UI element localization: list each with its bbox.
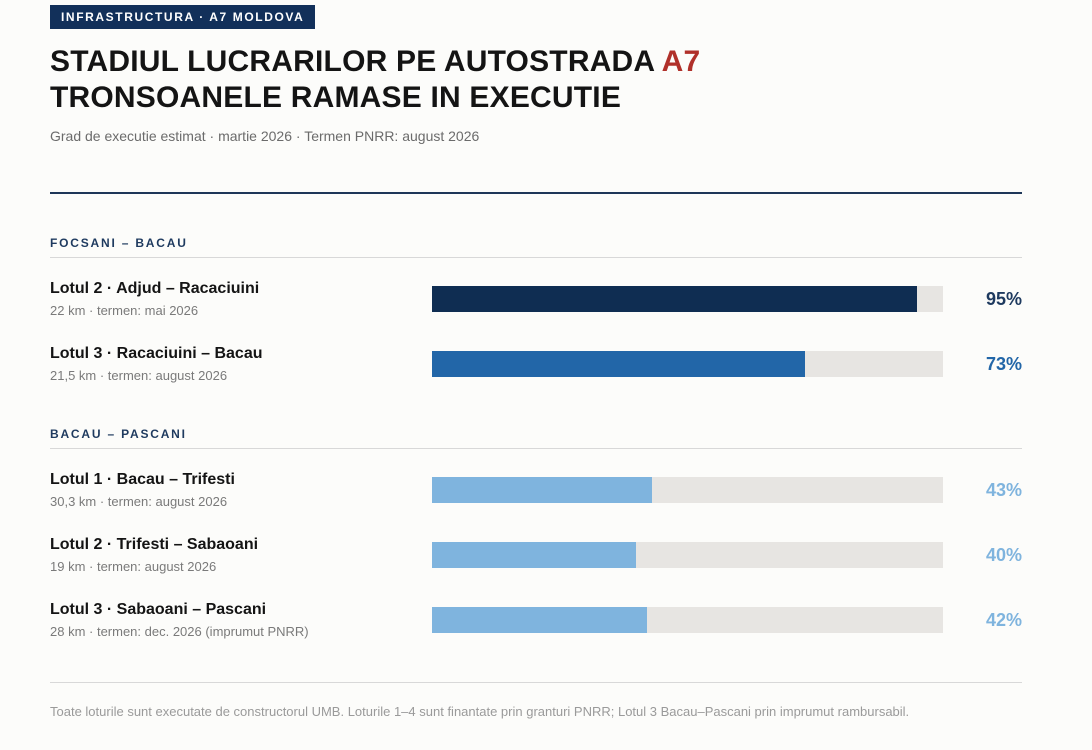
chart-subtitle: Grad de executie estimat · martie 2026 ·…: [50, 128, 480, 144]
bar-track: [432, 477, 943, 503]
bar-label: Lotul 2 · Trifesti – Sabaoani: [50, 536, 259, 553]
bar-track: [432, 542, 943, 568]
bar-label: Lotul 2 · Adjud – Racaciuini: [50, 280, 260, 297]
bar-value-label: 43%: [985, 480, 1022, 500]
title-line2: TRONSOANELE RAMASE IN EXECUTIE: [50, 81, 622, 114]
section-heading-bacau-pascani: BACAU – PASCANI: [50, 427, 1022, 449]
bar-value-label: 42%: [985, 610, 1022, 630]
bar-fill: [432, 286, 918, 312]
title-accent-a7: A7: [661, 45, 701, 78]
category-badge: INFRASTRUCTURA · A7 MOLDOVA: [50, 5, 316, 29]
source-footnote: Toate loturile sunt executate de constru…: [50, 704, 910, 719]
bar-track: [432, 286, 943, 312]
page-title: STADIUL LUCRARILOR PE AUTOSTRADA A7 TRON…: [50, 44, 700, 116]
bar-row: Lotul 2 · Adjud – Racaciuini 22 km · ter…: [50, 280, 1022, 324]
bar-meta: 22 km · termen: mai 2026: [50, 303, 199, 318]
bar-fill: [432, 542, 637, 568]
bar-fill: [432, 607, 647, 633]
bar-value-label: 95%: [985, 289, 1022, 309]
bar-track: [432, 351, 943, 377]
section-heading-focsani-bacau: FOCSANI – BACAU: [50, 236, 1022, 258]
bar-track: [432, 607, 943, 633]
bar-meta: 30,3 km · termen: august 2026: [50, 494, 228, 509]
bar-row: Lotul 1 · Bacau – Trifesti 30,3 km · ter…: [50, 471, 1022, 515]
bar-value-label: 73%: [985, 354, 1022, 374]
bar-meta: 21,5 km · termen: august 2026: [50, 368, 228, 383]
bar-row: Lotul 2 · Trifesti – Sabaoani 19 km · te…: [50, 536, 1022, 580]
bar-fill: [432, 477, 652, 503]
bar-fill: [432, 351, 806, 377]
bar-label: Lotul 3 · Racaciuini – Bacau: [50, 345, 263, 362]
header-divider: [50, 192, 1022, 194]
bar-row: Lotul 3 · Sabaoani – Pascani 28 km · ter…: [50, 601, 1022, 645]
bar-label: Lotul 3 · Sabaoani – Pascani: [50, 601, 267, 618]
bar-label: Lotul 1 · Bacau – Trifesti: [50, 471, 235, 488]
bar-meta: 28 km · termen: dec. 2026 (imprumut PNRR…: [50, 624, 309, 639]
bar-meta: 19 km · termen: august 2026: [50, 559, 217, 574]
title-line1-prefix: STADIUL LUCRARILOR PE AUTOSTRADA: [50, 45, 655, 78]
footer-divider: [50, 682, 1022, 683]
bar-row: Lotul 3 · Racaciuini – Bacau 21,5 km · t…: [50, 345, 1022, 389]
bar-value-label: 40%: [985, 545, 1022, 565]
